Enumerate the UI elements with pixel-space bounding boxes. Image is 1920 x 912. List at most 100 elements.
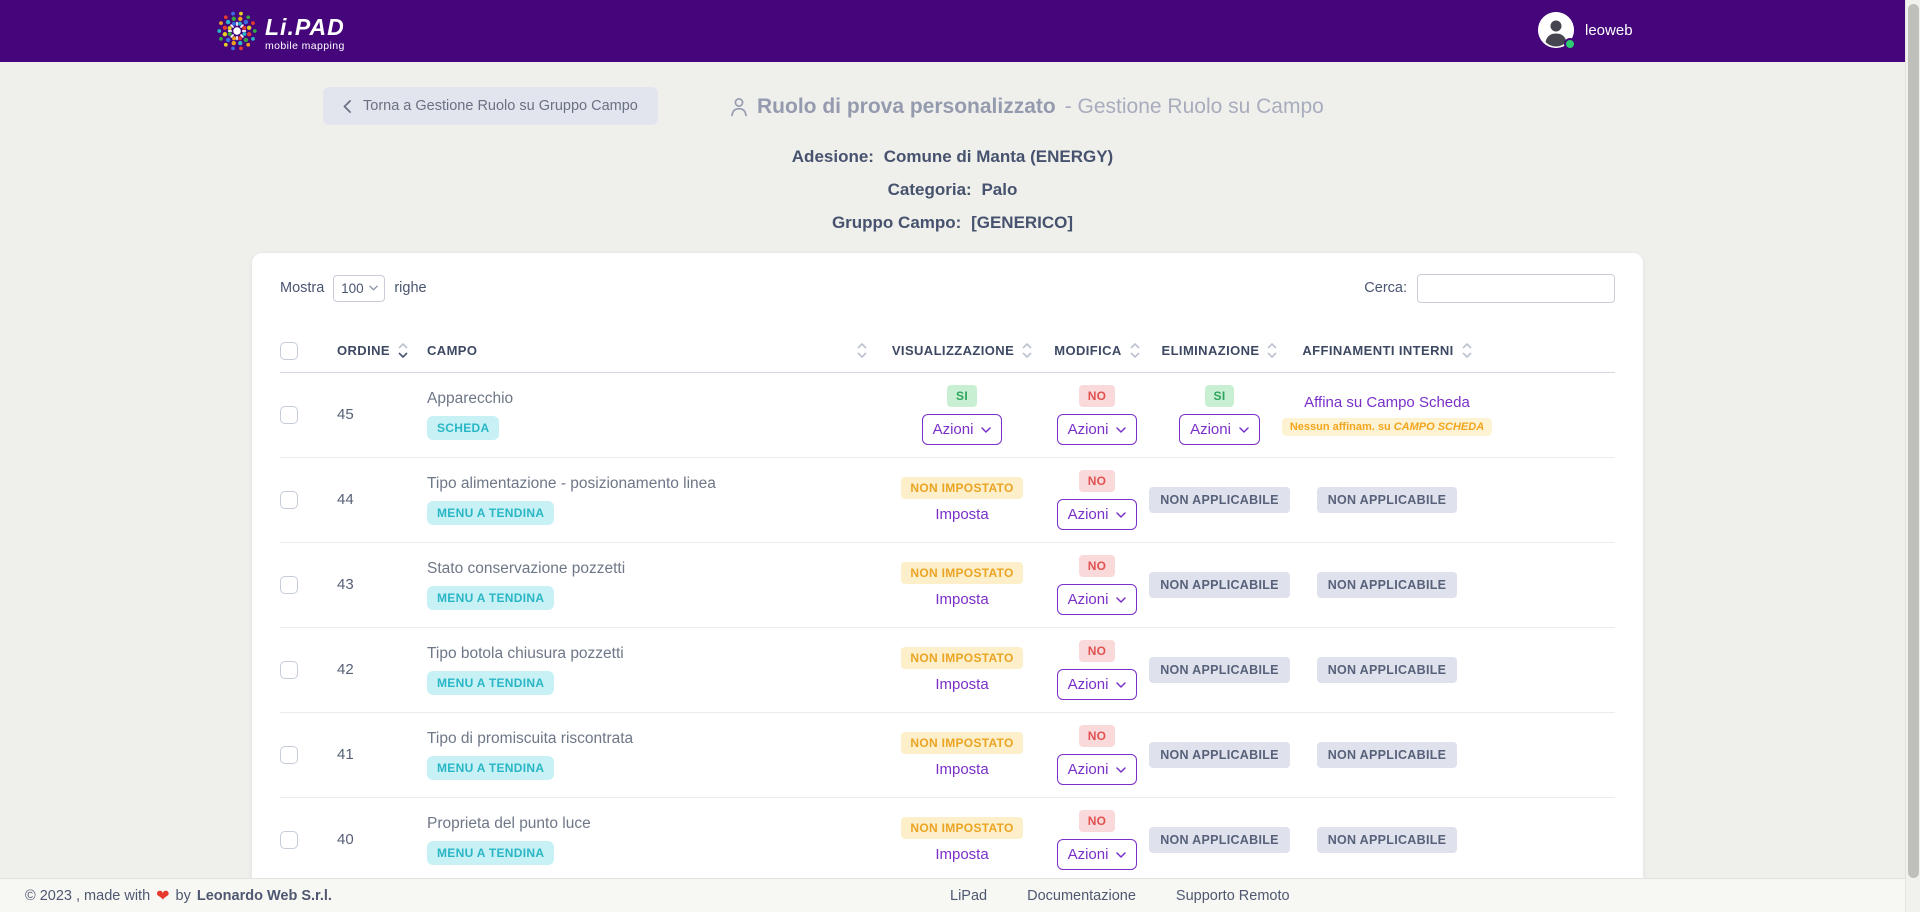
table-row: 43 Stato conservazione pozzetti MENU A T… [280,543,1615,628]
modifica-badge: NO [1078,385,1116,407]
sort-icons[interactable] [1022,343,1032,358]
column-label: MODIFICA [1054,343,1122,358]
search-input[interactable] [1417,273,1615,303]
campo-type-badge: MENU A TENDINA [427,841,555,865]
footer-link-documentazione[interactable]: Documentazione [1027,887,1136,904]
app-header: Li.PAD mobile mapping leoweb [0,0,1905,62]
sort-icons[interactable] [857,343,867,358]
column-header-affinamenti[interactable]: AFFINAMENTI INTERNI [1292,343,1482,358]
meta-value: Comune di Manta (ENERGY) [883,147,1114,166]
user-avatar [1538,12,1576,50]
person-icon [731,98,747,117]
azioni-select[interactable]: Azioni [1056,499,1138,530]
azioni-label: Azioni [1190,421,1231,438]
app-logo[interactable]: Li.PAD mobile mapping [215,8,345,59]
meta-value: [GENERICO] [971,213,1074,232]
table-row: 45 Apparecchio SCHEDA SI Azioni NO Azion… [280,373,1615,458]
sort-icons[interactable] [1267,343,1278,358]
chevron-down-icon [1116,511,1127,518]
table-row: 42 Tipo botola chiusura pozzetti MENU A … [280,628,1615,713]
ordine-value: 44 [337,491,354,508]
column-header-modifica[interactable]: MODIFICA [1047,343,1147,358]
user-menu[interactable]: leoweb [1538,12,1633,50]
vertical-scrollbar[interactable] [1905,0,1920,912]
visualizzazione-badge: NON IMPOSTATO [901,817,1023,839]
eliminazione-badge: NON APPLICABILE [1149,657,1290,683]
campo-name: Tipo alimentazione - posizionamento line… [427,475,716,492]
footer-link-lipad[interactable]: LiPad [950,887,988,904]
note-emphasis: CAMPO SCHEDA [1393,421,1485,433]
eliminazione-badge: SI [1204,385,1235,407]
azioni-label: Azioni [932,421,974,438]
imposta-link[interactable]: Imposta [935,761,989,778]
row-checkbox[interactable] [280,576,298,594]
sort-icons[interactable] [398,343,408,358]
azioni-select[interactable]: Azioni [1056,839,1138,870]
logo-starburst-icon [215,8,259,59]
chevron-down-icon [1116,681,1127,688]
meta-value: Palo [981,180,1018,199]
copyright-by: by [175,887,191,904]
imposta-link[interactable]: Imposta [935,676,989,693]
note-prefix: Nessun affinam. su [1289,421,1391,433]
sort-icons[interactable] [1462,343,1472,358]
azioni-select[interactable]: Azioni [921,414,1003,445]
campo-name: Tipo botola chiusura pozzetti [427,645,624,662]
azioni-label: Azioni [1067,676,1109,693]
table-toolbar: Mostra 100 righe Cerca: [280,273,1615,303]
scrollbar-thumb[interactable] [1908,4,1919,878]
chevron-down-icon [1116,426,1127,433]
column-header-visualizzazione[interactable]: VISUALIZZAZIONE [877,343,1047,358]
azioni-select[interactable]: Azioni [1056,669,1138,700]
affinamenti-badge: NON APPLICABILE [1316,487,1458,513]
azioni-label: Azioni [1067,846,1109,863]
campo-type-badge: MENU A TENDINA [427,501,555,525]
page-size-label-before: Mostra [280,280,325,296]
ordine-value: 40 [337,831,354,848]
campo-name: Proprieta del punto luce [427,815,591,832]
eliminazione-badge: NON APPLICABILE [1149,742,1290,768]
row-checkbox[interactable] [280,406,298,424]
chevron-down-icon [1116,766,1127,773]
column-label: CAMPO [427,343,478,358]
azioni-select[interactable]: Azioni [1179,414,1260,445]
select-all-checkbox[interactable] [280,341,298,360]
affina-link[interactable]: Affina su Campo Scheda [1304,394,1470,411]
column-header-campo[interactable]: CAMPO [427,343,877,358]
azioni-select[interactable]: Azioni [1056,584,1138,615]
search-label: Cerca: [1364,280,1407,296]
chevron-left-icon [343,99,351,113]
row-checkbox[interactable] [280,491,298,509]
imposta-link[interactable]: Imposta [935,846,989,863]
page-size-select[interactable]: 100 [333,274,386,302]
column-header-eliminazione[interactable]: ELIMINAZIONE [1147,343,1292,358]
azioni-select[interactable]: Azioni [1056,414,1138,445]
meta-label: Adesione: [791,147,874,166]
context-meta: Adesione: Comune di Manta (ENERGY) Categ… [0,147,1905,233]
column-header-ordine[interactable]: ORDINE [322,343,427,358]
column-label: ORDINE [337,343,390,358]
imposta-link[interactable]: Imposta [935,506,989,523]
back-button[interactable]: Torna a Gestione Ruolo su Gruppo Campo [323,87,658,125]
azioni-label: Azioni [1067,506,1109,523]
modifica-badge: NO [1078,555,1116,577]
ordine-value: 41 [337,746,354,763]
eliminazione-badge: NON APPLICABILE [1149,487,1290,513]
copyright-text: © 2023 , made with [25,887,151,904]
sort-icons[interactable] [1130,343,1140,358]
heart-icon: ❤ [156,887,170,905]
meta-label: Gruppo Campo: [831,213,962,232]
page-size-value: 100 [341,280,364,296]
page-title-suffix: - Gestione Ruolo su Campo [1064,95,1324,118]
copyright: © 2023 , made with ❤ by Leonardo Web S.r… [25,886,332,906]
imposta-link[interactable]: Imposta [935,591,989,608]
logo-tagline: mobile mapping [265,39,345,52]
azioni-select[interactable]: Azioni [1056,754,1138,785]
footer-link-supporto[interactable]: Supporto Remoto [1175,887,1290,904]
meta-adesione: Adesione: Comune di Manta (ENERGY) [792,147,1113,167]
row-checkbox[interactable] [280,831,298,849]
ordine-value: 42 [337,661,354,678]
modifica-badge: NO [1078,470,1116,492]
row-checkbox[interactable] [280,746,298,764]
row-checkbox[interactable] [280,661,298,679]
